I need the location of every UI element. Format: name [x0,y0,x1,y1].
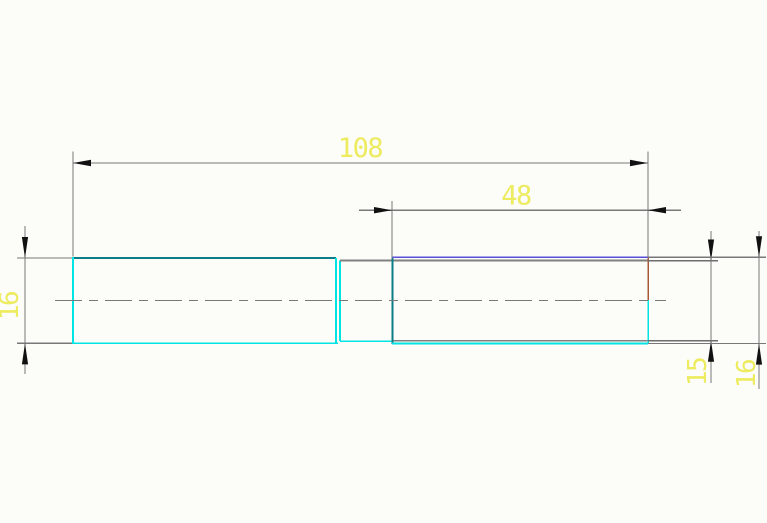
dim-right-16-arrow-bottom[interactable] [755,343,763,365]
dim-108-value[interactable]: 108 [338,133,384,164]
dim-48-value[interactable]: 48 [501,181,532,212]
dim-thread-minor-diameter: 15 [648,231,718,386]
dim-thread-length: 48 [359,181,681,259]
dim-108-arrow-left[interactable] [73,159,91,167]
dim-left-16-value[interactable]: 16 [0,292,25,320]
dim-right-16-value[interactable]: 16 [732,360,762,388]
dim-left-16-arrow-top[interactable] [21,237,29,258]
dim-15-value[interactable]: 15 [683,358,713,386]
dim-right-diameter: 16 [648,231,766,389]
dim-108-arrow-right[interactable] [630,159,648,167]
dim-48-arrow-left[interactable] [374,207,392,214]
dim-15-arrow-top[interactable] [707,239,715,261]
dim-48-arrow-right[interactable] [648,207,666,214]
dim-right-16-arrow-top[interactable] [755,236,763,258]
dim-left-diameter: 16 [0,226,72,374]
dim-left-16-arrow-bottom[interactable] [21,343,29,365]
dim-15-arrow-bottom[interactable] [707,340,715,362]
dim-overall-length: 108 [72,133,649,257]
